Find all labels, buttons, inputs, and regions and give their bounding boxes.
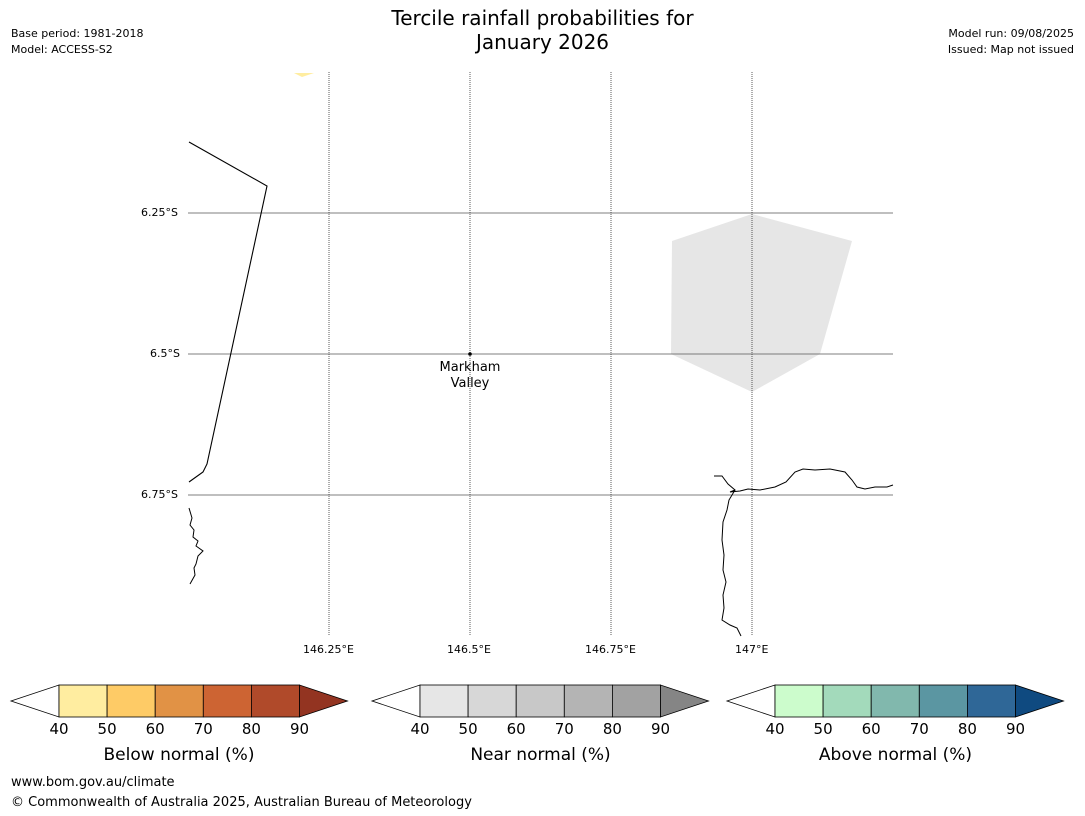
colorbar-near-tick: 90 (650, 720, 671, 738)
colorbar-near-tick: 50 (458, 720, 478, 738)
meta-right: Model run: 09/08/2025 Issued: Map not is… (948, 26, 1074, 58)
colorbar-above-tick: 70 (909, 720, 929, 738)
colorbar-above-under-arrow (725, 684, 776, 718)
colorbar-below-tick: 40 (49, 720, 69, 738)
lon-label-146-25: 146.25°E (303, 643, 354, 656)
lon-label-146-5: 146.5°E (447, 643, 491, 656)
meta-left: Base period: 1981-2018 Model: ACCESS-S2 (11, 26, 143, 58)
colorbar-below-segment (250, 684, 300, 718)
coastline-left (188, 507, 204, 585)
colorbar-below-label: Below normal (%) (103, 745, 255, 765)
map-canvas (188, 72, 894, 637)
boundary-line (188, 141, 268, 483)
colorbar-near-tick: 40 (410, 720, 430, 738)
colorbar-above-segment (774, 684, 824, 718)
colorbar-near-over-arrow (660, 684, 710, 718)
colorbar-below-tick: 80 (241, 720, 261, 738)
place-label-line2: Valley (450, 376, 490, 391)
colorbar-below-over-arrow (299, 684, 349, 718)
lat-label-6-5: 6.5°S (150, 347, 180, 360)
map-title-line1: Tercile rainfall probabilities for (391, 6, 694, 30)
colorbar-near-label: Near normal (%) (470, 745, 611, 765)
footer-url[interactable]: www.bom.gov.au/climate (11, 775, 175, 790)
colorbar-near-under-arrow (370, 684, 421, 718)
colorbar-near-tick: 60 (506, 720, 526, 738)
lat-label-6-75: 6.75°S (141, 488, 178, 501)
colorbar-above-segment (918, 684, 968, 718)
model-run-text: Model run: 09/08/2025 (948, 27, 1074, 40)
map-title: Tercile rainfall probabilities for Janua… (0, 6, 1085, 54)
near-normal-area (671, 214, 852, 392)
colorbar-near-tick: 70 (554, 720, 574, 738)
markham-valley-marker (468, 352, 472, 356)
colorbar-near-segment (515, 684, 565, 718)
colorbar-above-over-arrow (1015, 684, 1065, 718)
colorbar-below-segment (58, 684, 108, 718)
issued-text: Issued: Map not issued (947, 43, 1074, 56)
colorbar-near-segment (563, 684, 613, 718)
colorbar-above-segment (822, 684, 872, 718)
lon-label-146-75: 146.75°E (585, 643, 636, 656)
base-period-text: Base period: 1981-2018 (11, 27, 144, 40)
coastline-right (714, 468, 894, 493)
colorbar-near-segment (419, 684, 469, 718)
place-label-line1: Markham (439, 360, 501, 375)
colorbar-above-tick: 90 (1005, 720, 1026, 738)
colorbar-above-label: Above normal (%) (818, 745, 973, 765)
colorbar-above-segment (870, 684, 920, 718)
colorbar-near-segment (612, 684, 661, 718)
colorbar-below-tick: 70 (193, 720, 213, 738)
map-title-line2: January 2026 (475, 30, 610, 54)
colorbar-below-segment (202, 684, 252, 718)
place-label: Markham Valley (420, 360, 520, 392)
colorbar-above-tick: 60 (861, 720, 881, 738)
colorbar-near-tick: 80 (602, 720, 622, 738)
colorbar-below-segment (106, 684, 156, 718)
colorbar-near-segment (467, 684, 517, 718)
colorbar-above-segment (967, 684, 1016, 718)
colorbar-below-tick: 60 (145, 720, 165, 738)
colorbar-above-tick: 50 (813, 720, 833, 738)
model-text: Model: ACCESS-S2 (11, 43, 113, 56)
colorbar-below-under-arrow (9, 684, 60, 718)
lat-label-6-25: 6.25°S (141, 206, 178, 219)
colorbar-below-tick: 90 (289, 720, 310, 738)
colorbar-above-tick: 40 (765, 720, 785, 738)
coastline-south (721, 489, 742, 637)
footer-copyright: © Commonwealth of Australia 2025, Austra… (11, 795, 472, 810)
below-normal-patch (294, 73, 314, 77)
colorbar-below-tick: 50 (97, 720, 117, 738)
lon-label-147: 147°E (735, 643, 769, 656)
colorbar-above-tick: 80 (957, 720, 977, 738)
colorbar-below-segment (154, 684, 204, 718)
